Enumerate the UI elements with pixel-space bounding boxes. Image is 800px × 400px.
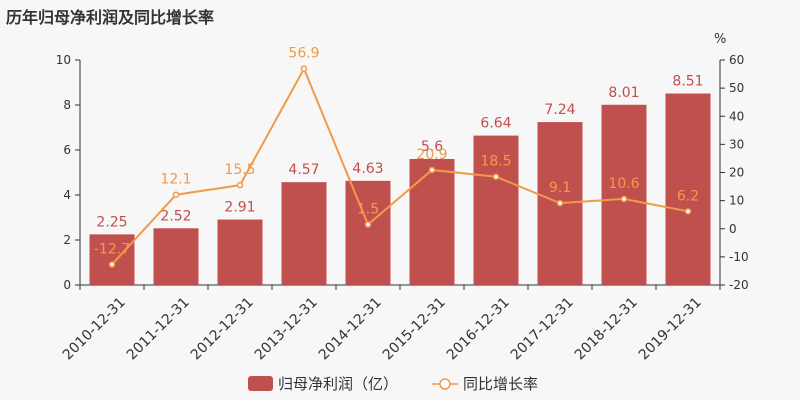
y-right-tick-label: 0: [729, 222, 737, 236]
y-right-tick-label: -20: [729, 278, 749, 292]
legend-line-text: 同比增长率: [463, 375, 538, 393]
bar: [409, 159, 455, 285]
growth-point: [684, 208, 692, 215]
y-left-tick-label: 4: [63, 188, 71, 202]
growth-point: [300, 65, 308, 72]
y-right-tick-label: -10: [729, 250, 749, 264]
growth-value-label: 10.6: [608, 176, 639, 192]
bar-value-label: 2.52: [160, 208, 191, 224]
growth-value-label: 9.1: [549, 180, 571, 196]
bar: [601, 104, 647, 286]
y-right-tick-label: 40: [729, 109, 744, 123]
y-left-tick-label: 2: [63, 233, 71, 247]
bar: [217, 219, 263, 285]
bar-value-label: 4.63: [352, 161, 383, 177]
growth-point: [172, 191, 180, 198]
x-tick-label: 2015-12-31: [380, 294, 449, 363]
growth-point: [492, 173, 500, 180]
x-tick-label: 2014-12-31: [316, 294, 385, 363]
y-left-tick-label: 10: [56, 53, 71, 67]
x-tick-label: 2019-12-31: [636, 294, 705, 363]
bar: [473, 135, 519, 285]
chart-title: 历年归母净利润及同比增长率: [6, 8, 215, 27]
bar: [281, 182, 327, 285]
y-left-tick-label: 6: [63, 143, 71, 157]
bar-value-label: 8.01: [608, 85, 639, 101]
x-tick-label: 2018-12-31: [572, 294, 641, 363]
bar: [665, 93, 711, 286]
growth-value-label: 6.2: [677, 188, 699, 204]
growth-point: [364, 221, 372, 228]
growth-value-label: 18.5: [480, 154, 511, 170]
growth-line: [111, 66, 689, 266]
growth-value-label: 20.9: [416, 147, 447, 163]
growth-point: [108, 261, 116, 268]
bar: [345, 180, 391, 285]
growth-value-label: 15.5: [224, 162, 255, 178]
bar-value-label: 2.25: [96, 214, 127, 230]
bar: [153, 228, 199, 285]
growth-value-label: -12.7: [94, 241, 130, 257]
x-tick-label: 2010-12-31: [60, 294, 129, 363]
growth-point: [556, 199, 564, 207]
growth-point: [236, 181, 244, 189]
y-right-tick-label: 30: [729, 137, 744, 151]
y-right-tick-label: 20: [729, 166, 744, 180]
x-tick-label: 2012-12-31: [188, 294, 257, 363]
y-right-tick-label: 60: [729, 53, 744, 67]
legend-bar-swatch: [248, 376, 273, 391]
growth-point: [428, 166, 436, 174]
y-right-tick-label: 50: [729, 81, 744, 95]
growth-value-label: 56.9: [288, 46, 319, 62]
bar-value-label: 2.91: [224, 200, 255, 216]
x-tick-label: 2016-12-31: [444, 294, 513, 363]
y-left-tick-label: 8: [63, 98, 71, 112]
bar-value-label: 5.6: [421, 139, 443, 155]
growth-value-label: 1.5: [357, 202, 379, 218]
growth-value-label: 12.1: [160, 172, 191, 188]
bar-value-label: 4.57: [288, 162, 319, 178]
x-tick-label: 2017-12-31: [508, 294, 577, 363]
legend-line-marker: [439, 378, 451, 390]
bar: [89, 234, 135, 285]
x-tick-label: 2011-12-31: [124, 294, 193, 363]
bar-value-label: 6.64: [480, 116, 511, 132]
x-tick-label: 2013-12-31: [252, 294, 321, 363]
y-left-tick-label: 0: [63, 278, 71, 292]
y-right-tick-label: 10: [729, 194, 744, 208]
y-right-unit: %: [714, 32, 726, 47]
growth-point: [620, 195, 628, 203]
bar-value-label: 7.24: [544, 102, 575, 118]
bar-value-label: 8.51: [672, 74, 703, 90]
legend-bar-text: 归母净利润（亿）: [278, 375, 398, 393]
